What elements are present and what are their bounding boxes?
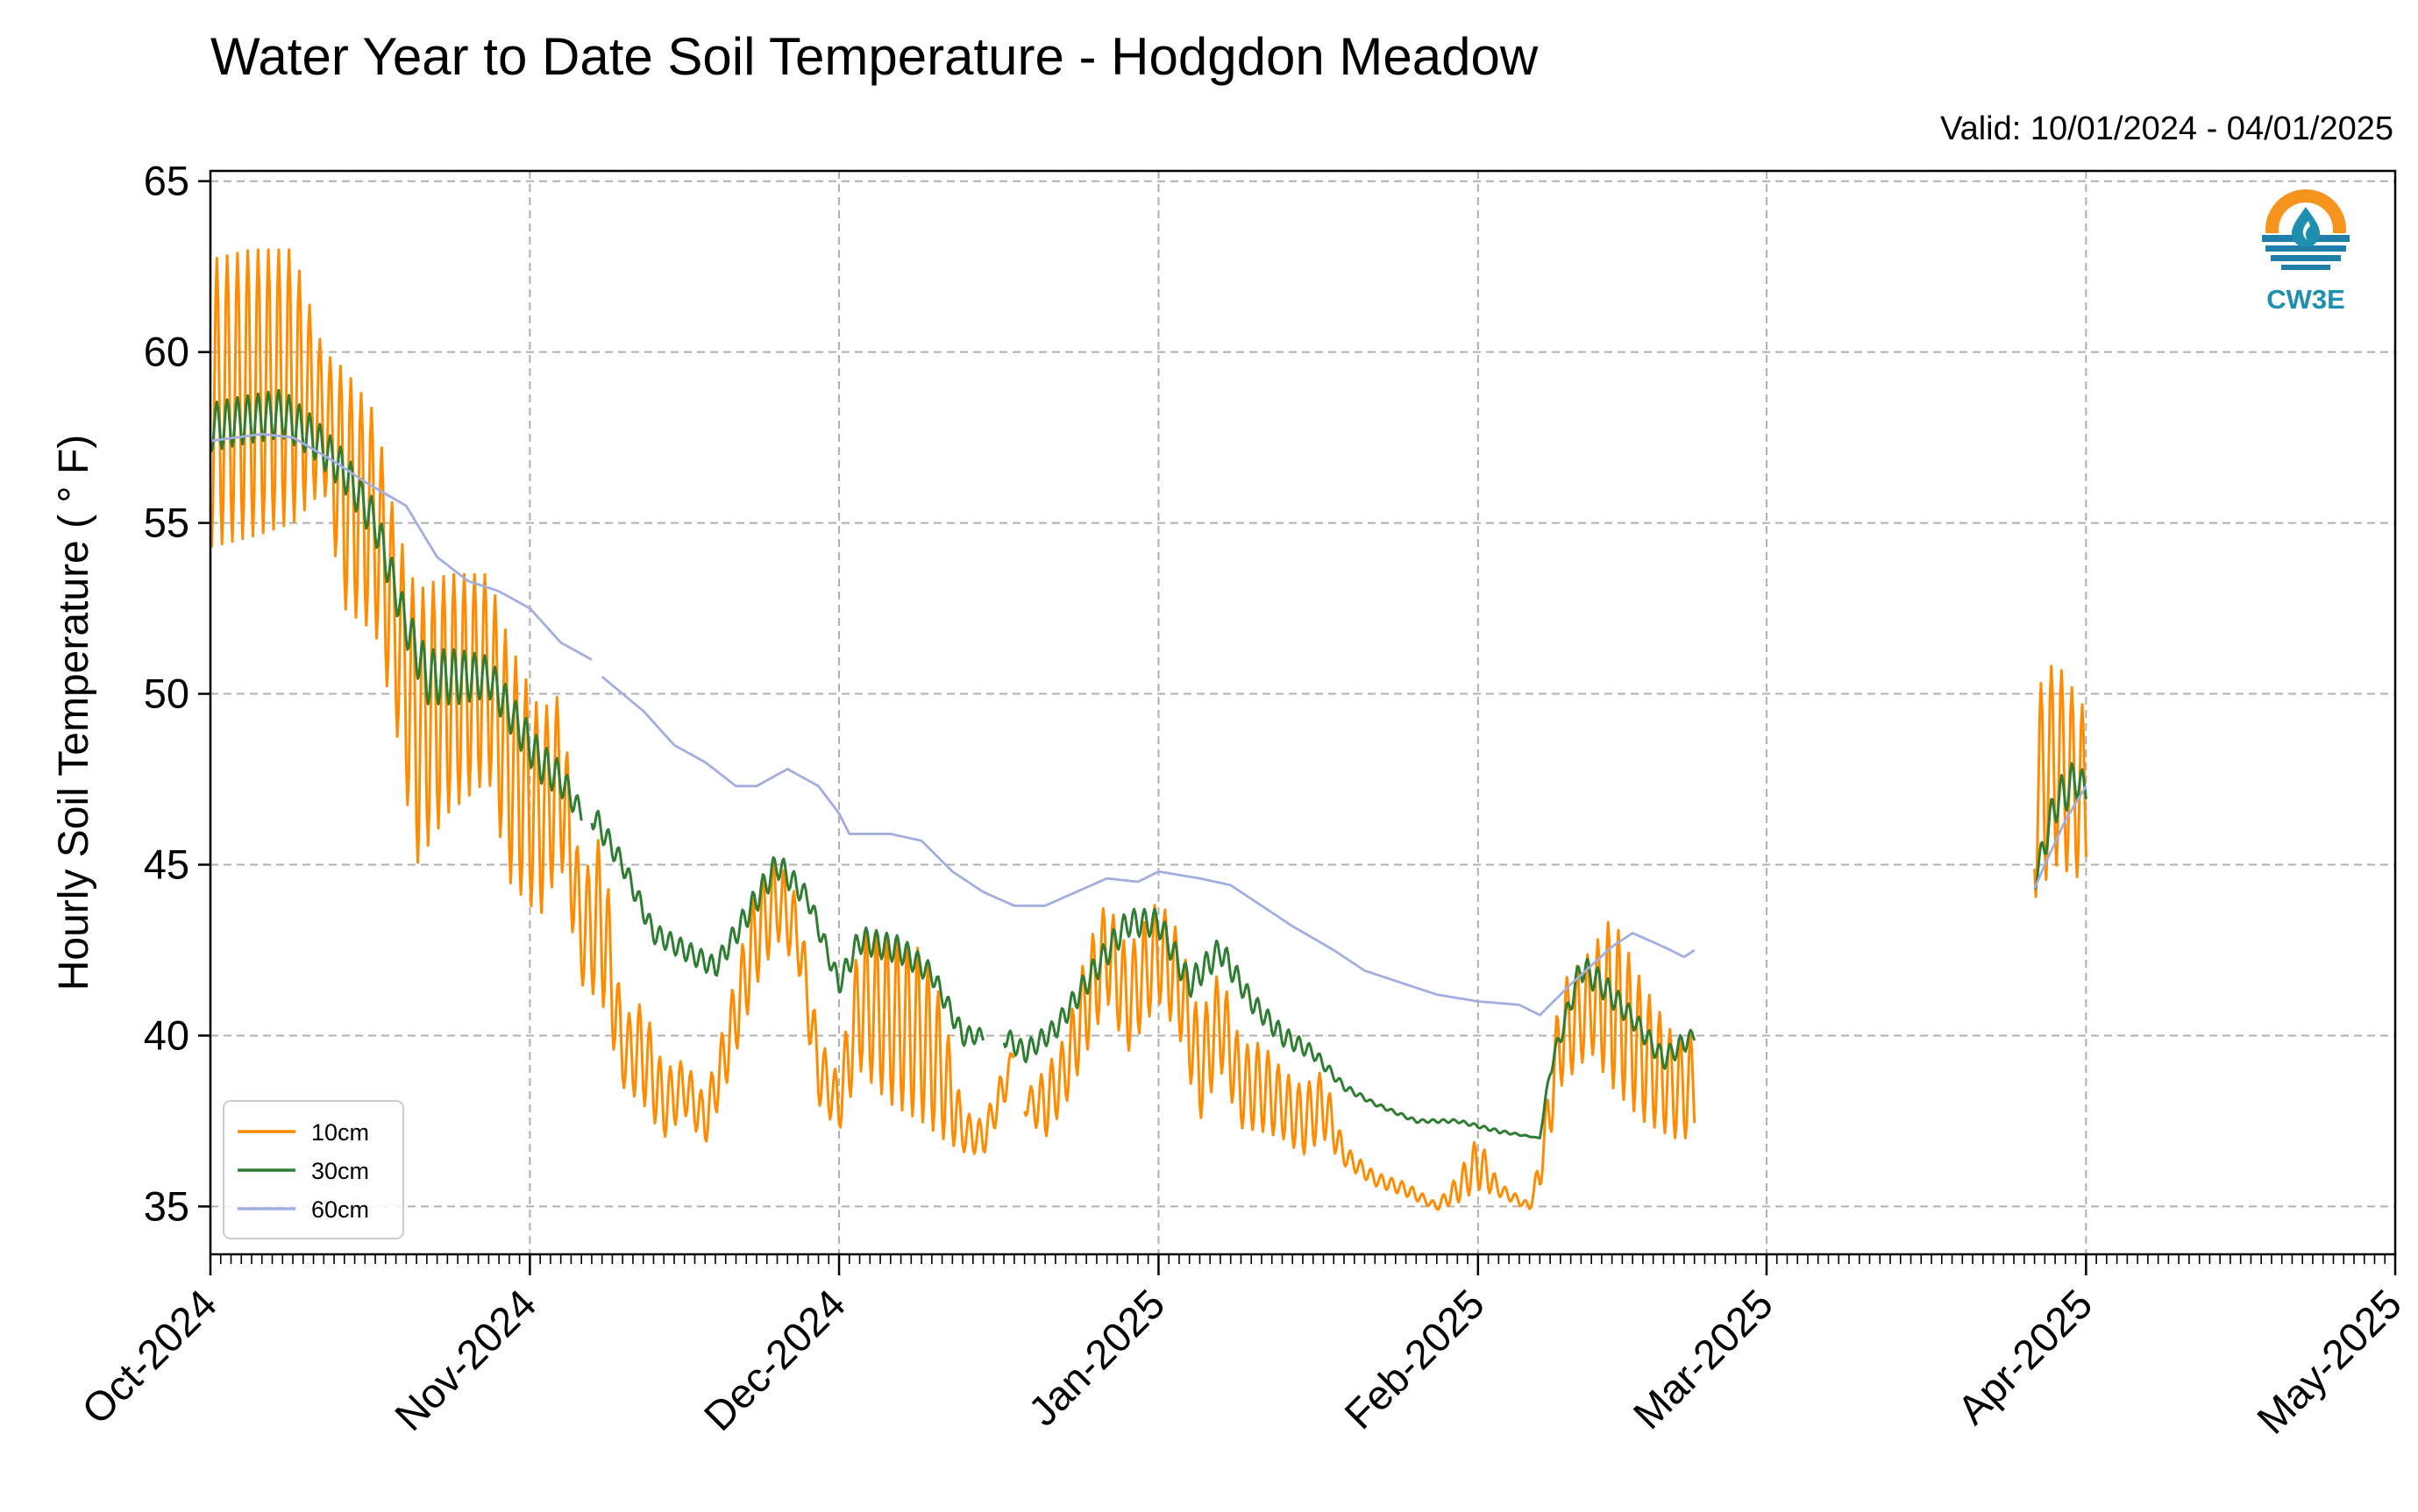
series-line-30cm: [590, 809, 985, 1047]
legend-label-10cm: 10cm: [311, 1119, 369, 1146]
logo-text: CW3E: [2266, 284, 2345, 315]
plot-frame: [209, 169, 2397, 1256]
chart-title: Water Year to Date Soil Temperature - Ho…: [210, 27, 1539, 86]
x-tick-label: May-2025: [2248, 1281, 2410, 1443]
series-layer: [209, 248, 2087, 1211]
series-10cm: [209, 248, 2087, 1211]
grid: [210, 171, 2396, 1254]
x-tick-label: Oct-2024: [73, 1281, 225, 1433]
valid-date-range: Valid: 10/01/2024 - 04/01/2025: [1940, 110, 2393, 147]
x-tick-label: Nov-2024: [386, 1281, 545, 1440]
y-tick-label: 35: [144, 1182, 189, 1229]
series-line-10cm: [1023, 904, 1696, 1211]
x-tick-label: Dec-2024: [695, 1281, 855, 1440]
x-tick-label: Jan-2025: [1019, 1281, 1173, 1435]
cw3e-logo: CW3E: [2262, 189, 2350, 315]
y-axis-title: Hourly Soil Temperature ( ° F): [51, 435, 97, 991]
x-tick-label: Mar-2025: [1624, 1281, 1781, 1438]
y-tick-label: 50: [144, 671, 189, 717]
x-tick-label: Feb-2025: [1335, 1281, 1493, 1438]
series-line-30cm: [1002, 907, 1696, 1139]
y-tick-label: 45: [144, 841, 189, 888]
legend-label-30cm: 30cm: [311, 1158, 369, 1184]
series-line-60cm: [210, 432, 593, 661]
series-line-10cm: [209, 248, 1015, 1155]
series-line-60cm: [2033, 785, 2087, 890]
legend: 10cm 30cm 60cm: [223, 1100, 404, 1239]
series-60cm: [210, 432, 2087, 1017]
legend-label-60cm: 60cm: [311, 1196, 369, 1223]
x-axis: Oct-2024 Nov-2024 Dec-2024 Jan-2025 Feb-2025…: [73, 1254, 2410, 1443]
y-axis: 35 40 45 50 55 60 65: [144, 158, 210, 1229]
series-line-60cm: [601, 676, 1696, 1017]
y-tick-label: 60: [144, 329, 189, 375]
x-tick-label: Apr-2025: [1948, 1281, 2101, 1433]
y-tick-label: 65: [144, 158, 189, 204]
y-tick-label: 55: [144, 500, 189, 546]
series-line-10cm: [2033, 664, 2087, 898]
series-line-30cm: [209, 388, 583, 821]
y-tick-label: 40: [144, 1012, 189, 1058]
